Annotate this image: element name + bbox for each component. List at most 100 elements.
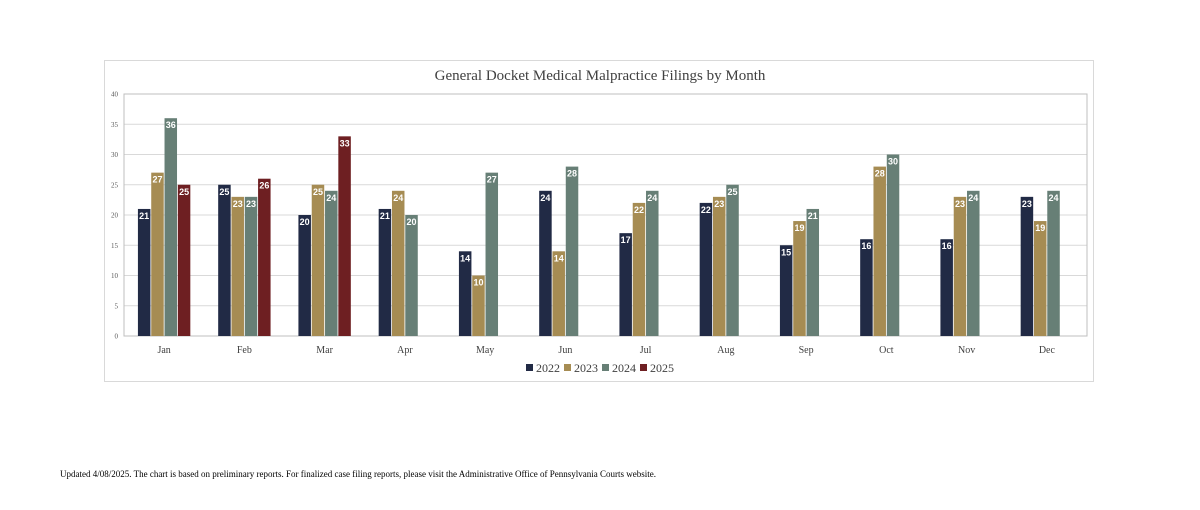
plot-area-border <box>123 93 1088 337</box>
data-label: 23 <box>1022 199 1032 209</box>
legend-swatch <box>564 364 571 371</box>
data-label: 24 <box>1049 193 1059 203</box>
bar-2025-jan <box>177 184 191 336</box>
data-label: 24 <box>968 193 978 203</box>
legend-swatch <box>640 364 647 371</box>
x-tick-label: May <box>476 345 494 356</box>
data-label: 24 <box>647 193 657 203</box>
x-tick-label: Dec <box>1039 345 1056 356</box>
x-tick-label: Nov <box>958 345 975 356</box>
data-label: 22 <box>634 205 644 215</box>
data-label: 15 <box>781 247 791 257</box>
x-tick-label: Feb <box>237 345 252 356</box>
bar-2024-aug <box>726 184 739 336</box>
bar-2023-nov <box>953 196 967 336</box>
data-label: 23 <box>714 199 724 209</box>
y-tick-label: 15 <box>111 242 119 250</box>
bar-2022-dec <box>1020 196 1034 336</box>
bar-2024-jul <box>646 190 659 336</box>
bar-2024-apr <box>405 215 418 336</box>
bar-2022-feb <box>218 184 231 336</box>
legend-label: 2023 <box>574 361 598 375</box>
legend-label: 2022 <box>536 361 560 375</box>
y-tick-label: 0 <box>115 333 119 341</box>
data-label: 16 <box>942 241 952 251</box>
bar-2023-apr <box>391 190 405 336</box>
data-label: 33 <box>340 138 350 148</box>
legend-swatch <box>602 364 609 371</box>
data-label: 19 <box>1035 223 1045 233</box>
y-tick-label: 25 <box>111 181 119 189</box>
data-label: 23 <box>233 199 243 209</box>
x-tick-label: Apr <box>397 345 413 356</box>
bar-2023-may <box>472 275 485 336</box>
bar-2022-mar <box>298 215 311 336</box>
bar-2024-nov <box>967 190 980 336</box>
bar-2023-mar <box>311 184 325 336</box>
legend-item-2024: 2024 <box>602 361 636 376</box>
data-label: 14 <box>460 253 470 263</box>
data-label: 27 <box>487 175 497 185</box>
bar-2024-mar <box>325 190 338 336</box>
legend-swatch <box>526 364 533 371</box>
data-label: 21 <box>808 211 818 221</box>
data-label: 30 <box>888 157 898 167</box>
legend-label: 2024 <box>612 361 636 375</box>
bar-2024-jan <box>164 118 178 336</box>
bar-2024-jun <box>565 166 579 336</box>
x-tick-label: Jul <box>640 345 652 356</box>
bar-2023-jul <box>632 202 646 336</box>
data-label: 21 <box>380 211 390 221</box>
data-label: 28 <box>875 169 885 179</box>
data-label: 25 <box>728 187 738 197</box>
data-label: 24 <box>540 193 550 203</box>
bar-2022-may <box>458 251 472 336</box>
data-label: 22 <box>701 205 711 215</box>
bar-2022-sep <box>779 245 793 336</box>
x-tick-label: Mar <box>316 345 333 356</box>
data-label: 24 <box>393 193 403 203</box>
legend-label: 2025 <box>650 361 674 375</box>
data-label: 20 <box>300 217 310 227</box>
y-tick-label: 10 <box>111 272 119 280</box>
bar-2023-jun <box>552 251 565 336</box>
bar-2024-may <box>485 172 499 336</box>
data-label: 23 <box>955 199 965 209</box>
x-tick-label: Jun <box>558 345 572 356</box>
data-label: 26 <box>259 181 269 191</box>
bar-2025-feb <box>258 178 271 336</box>
data-label: 24 <box>326 193 336 203</box>
bar-2022-oct <box>860 239 873 336</box>
data-label: 21 <box>139 211 149 221</box>
bar-2023-oct <box>873 166 886 336</box>
bar-2023-dec <box>1033 221 1047 336</box>
bar-2022-jun <box>539 190 552 336</box>
x-tick-label: Aug <box>717 345 734 356</box>
data-label: 36 <box>166 120 176 130</box>
data-label: 10 <box>473 278 483 288</box>
bar-2023-sep <box>793 221 806 336</box>
bar-2024-sep <box>806 208 820 336</box>
data-label: 14 <box>554 253 564 263</box>
bar-2023-aug <box>712 196 726 336</box>
bar-2025-mar <box>338 136 351 336</box>
bar-2023-feb <box>231 196 244 336</box>
chart-title: General Docket Medical Malpractice Filin… <box>434 68 766 84</box>
x-tick-label: Jan <box>157 345 170 356</box>
data-label: 27 <box>152 175 162 185</box>
x-tick-label: Oct <box>879 345 894 356</box>
chart-legend: 2022 2023 2024 2025 <box>105 361 1095 376</box>
y-tick-label: 40 <box>111 91 119 99</box>
legend-item-2022: 2022 <box>526 361 560 376</box>
bar-2022-nov <box>940 239 953 336</box>
data-label: 25 <box>313 187 323 197</box>
legend-item-2025: 2025 <box>640 361 674 376</box>
data-label: 16 <box>861 241 871 251</box>
data-label: 23 <box>246 199 256 209</box>
bar-2024-feb <box>244 196 258 336</box>
data-label: 20 <box>407 217 417 227</box>
bar-2023-jan <box>151 172 164 336</box>
data-label: 17 <box>621 235 631 245</box>
